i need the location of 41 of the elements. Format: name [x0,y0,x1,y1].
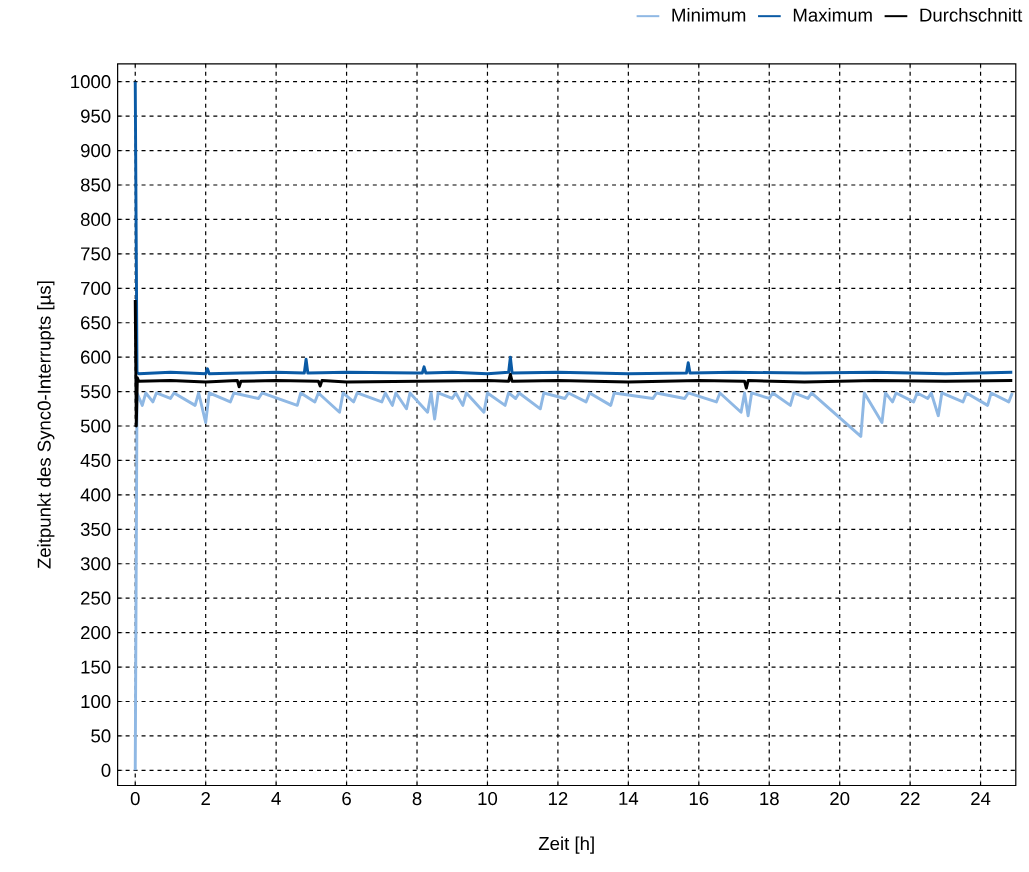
x-axis-title: Zeit [h] [538,836,594,854]
x-tick-label: 8 [412,791,422,806]
line-series [133,80,1014,376]
x-tick-label: 14 [619,791,639,805]
y-tick-label: 700 [81,281,111,295]
x-tick-label: 0 [130,791,140,806]
x-tick-label: 20 [830,791,850,806]
y-tick-label: 750 [81,247,111,261]
x-tick-label: 6 [342,791,351,806]
y-axis-title: Zeitpunkt des Sync0-Interrupts [µs] [37,281,55,569]
y-tick-label: 100 [81,694,111,708]
y-tick-label: 0 [101,763,111,777]
legend-label: Durchschnitt [920,7,1023,22]
y-tick-label: 350 [80,522,111,536]
x-tick-label: 22 [900,791,920,805]
y-tick-label: 250 [81,591,111,605]
y-tick-label: 200 [81,625,111,640]
y-tick-label: 300 [80,557,111,571]
y-tick-label: 600 [81,350,111,364]
y-tick-label: 850 [80,178,111,192]
x-tick-label: 18 [760,791,779,806]
y-tick-label: 450 [80,453,111,467]
y-tick-label: 550 [80,384,111,399]
x-tick-label: 16 [689,791,709,806]
y-tick-label: 900 [80,143,111,158]
x-tick-label: 10 [478,791,498,806]
y-tick-label: 50 [91,729,111,743]
y-tick-label: 1000 [71,74,111,89]
y-tick-label: 950 [80,109,111,123]
y-tick-label: 650 [81,316,111,330]
line-series [133,391,1014,772]
y-tick-label: 500 [80,419,111,433]
x-tick-label: 4 [271,791,281,805]
x-tick-label: 12 [548,791,568,805]
y-tick-label: 150 [81,660,111,674]
y-tick-label: 400 [80,488,111,502]
x-tick-label: 24 [971,791,991,805]
y-tick-label: 800 [80,212,111,226]
legend-label: Minimum [672,7,746,22]
x-tick-label: 2 [201,791,210,805]
legend-label: Maximum [793,7,872,22]
